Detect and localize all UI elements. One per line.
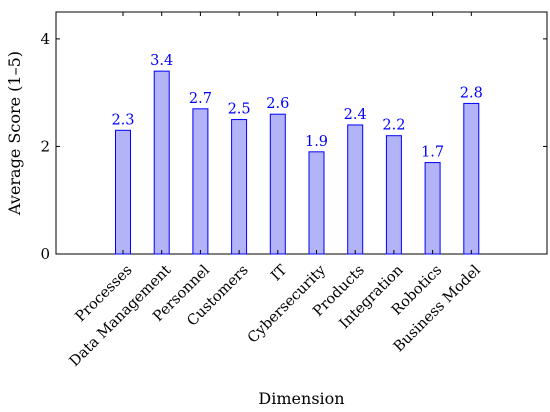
y-axis-ticks: 0 2 4 bbox=[40, 30, 547, 263]
plot-area-frame bbox=[55, 11, 548, 255]
bar-data-label: 2.4 bbox=[344, 107, 367, 123]
bar bbox=[463, 102, 480, 255]
bar bbox=[385, 135, 402, 255]
x-category-label: IT bbox=[268, 262, 290, 284]
bar bbox=[231, 119, 248, 255]
bar bbox=[153, 70, 170, 255]
bar bbox=[308, 151, 325, 255]
bar-data-label: 2.7 bbox=[189, 91, 212, 107]
plot-border bbox=[55, 11, 548, 255]
bar bbox=[115, 129, 131, 255]
x-axis-title: Dimension bbox=[258, 389, 344, 408]
bar bbox=[192, 108, 209, 255]
bar-data-label: 2.8 bbox=[460, 85, 483, 101]
y-tick-label: 0 bbox=[40, 245, 50, 263]
bars-group: 2.3 3.4 2.7 2.5 2.6 1.9 2.4 2.2 1.7 2.8 bbox=[111, 53, 483, 255]
bar-data-label: 3.4 bbox=[150, 53, 173, 69]
bar-data-label: 2.6 bbox=[266, 96, 289, 112]
y-axis-title: Average Score (1–5) bbox=[5, 51, 24, 216]
bar bbox=[424, 162, 441, 255]
bar-data-label: 2.3 bbox=[111, 112, 134, 128]
bar-data-label: 1.9 bbox=[305, 134, 328, 150]
bar-data-label: 2.5 bbox=[228, 102, 251, 118]
bar bbox=[269, 113, 286, 255]
y-tick-label: 2 bbox=[40, 137, 50, 155]
y-tick-label: 4 bbox=[40, 30, 50, 48]
bar-data-label: 1.7 bbox=[421, 145, 444, 161]
bar-data-label: 2.2 bbox=[382, 118, 405, 134]
bar bbox=[347, 124, 364, 255]
